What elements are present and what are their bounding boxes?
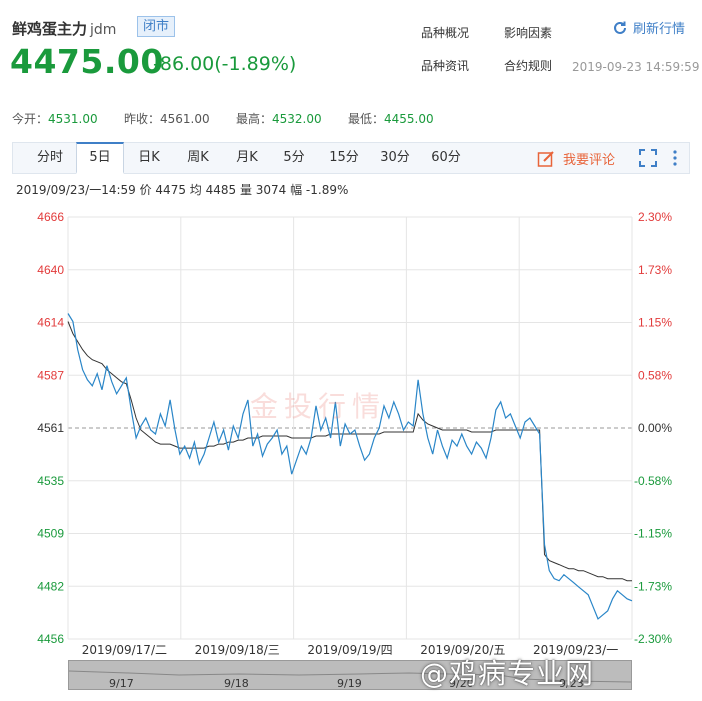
refresh-label: 刷新行情: [633, 22, 686, 37]
chart-watermark: 金投行情: [250, 390, 387, 423]
stat-high: 最高：4532.00: [236, 112, 322, 126]
y-tick-label-right: -0.58%: [634, 474, 672, 488]
y-tick-label-left: 4456: [37, 632, 64, 646]
y-tick-label-right: 1.73%: [638, 263, 672, 277]
y-tick-label-right: 2.30%: [638, 210, 672, 224]
more-options-icon[interactable]: [671, 149, 679, 167]
y-tick-label-right: -2.30%: [634, 632, 672, 646]
quote-header: 鲜鸡蛋主力 jdm 闭市 4475.00 -86.00(-1.89%) 品种概况 …: [0, 0, 702, 100]
y-tick-label-left: 4482: [37, 579, 64, 593]
x-axis-labels: 2019/09/17/二 2019/09/18/三 2019/09/19/四 2019…: [82, 643, 618, 657]
instrument-name: 鲜鸡蛋主力: [12, 20, 88, 38]
stat-prev-close: 昨收：4561.00: [124, 112, 210, 126]
y-tick-label-right: 0.00%: [638, 421, 672, 435]
stat-low: 最低：4455.00: [348, 112, 434, 126]
tab-60min[interactable]: 60分: [431, 150, 461, 165]
tab-monthly-k[interactable]: 月K: [236, 150, 258, 165]
stat-high-value: 4532.00: [272, 112, 322, 126]
link-product-news[interactable]: 品种资讯: [421, 59, 470, 73]
y-tick-label-left: 4614: [37, 316, 64, 330]
navigator-tick: 9/19: [337, 677, 362, 690]
x-tick-label: 2019/09/23/一: [533, 643, 618, 657]
last-price: 4475.00: [10, 42, 164, 81]
y-tick-label-right: 0.58%: [638, 368, 672, 382]
x-tick-label: 2019/09/18/三: [195, 643, 280, 657]
chart-info-line: 2019/09/23/一14:59 价 4475 均 4485 量 3074 幅…: [16, 183, 349, 197]
navigator-tick: 9/23: [559, 677, 584, 690]
tab-5day[interactable]: 5日: [76, 142, 124, 174]
fullscreen-icon[interactable]: [639, 149, 657, 167]
tab-15min[interactable]: 15分: [329, 150, 359, 165]
chart-grid: [67, 216, 633, 640]
refresh-icon: [614, 21, 626, 34]
x-tick-label: 2019/09/19/四: [307, 643, 392, 657]
time-navigator[interactable]: 9/17 9/18 9/19 9/20 9/23: [68, 660, 632, 690]
instrument-title: 鲜鸡蛋主力 jdm: [12, 18, 116, 39]
y-axis-left: 4666 4640 4614 4587 4561 4535 4509 4482 4456: [37, 210, 64, 646]
price-change: -86.00(-1.89%): [153, 53, 297, 75]
tab-5min[interactable]: 5分: [283, 150, 305, 165]
comment-label: 我要评论: [563, 153, 616, 168]
comment-button[interactable]: 我要评论: [537, 149, 615, 168]
y-axis-right: 2.30% 1.73% 1.15% 0.58% 0.00% -0.58% -1.15% -1.…: [634, 210, 672, 646]
y-tick-label-left: 4640: [37, 263, 64, 277]
navigator-sparkline: [69, 670, 631, 683]
period-tabs: 分时 5日 日K 周K 月K 5分 15分 30分 60分 我要评论: [12, 142, 690, 174]
site-watermark: @鸡病专业网: [420, 657, 595, 690]
quote-timestamp: 2019-09-23 14:59:59: [572, 60, 700, 74]
y-tick-label-left: 4561: [37, 421, 64, 435]
tab-daily-k[interactable]: 日K: [138, 150, 160, 165]
y-tick-label-left: 4666: [37, 210, 64, 224]
tab-30min[interactable]: 30分: [380, 150, 410, 165]
price-chart[interactable]: 4666 4640 4614 4587 4561 4535 4509 4482 4456 2.3…: [0, 200, 702, 662]
stat-prev-close-value: 4561.00: [160, 112, 210, 126]
refresh-button[interactable]: 刷新行情: [612, 18, 685, 37]
stat-low-value: 4455.00: [384, 112, 434, 126]
y-tick-label-left: 4535: [37, 474, 64, 488]
y-tick-label-right: 1.15%: [638, 316, 672, 330]
market-status-badge: 闭市: [137, 16, 176, 37]
x-tick-label: 2019/09/17/二: [82, 643, 167, 657]
edit-icon: [537, 150, 554, 167]
instrument-code: jdm: [90, 22, 117, 38]
link-contract-rules[interactable]: 合约规则: [504, 59, 553, 73]
navigator-tick: 9/18: [224, 677, 249, 690]
y-tick-label-right: -1.15%: [634, 527, 672, 541]
stat-open-value: 4531.00: [48, 112, 98, 126]
price-stats: 今开：4531.00 昨收：4561.00 最高：4532.00 最低：4455…: [12, 110, 702, 128]
tab-weekly-k[interactable]: 周K: [187, 150, 209, 165]
navigator-tick: 9/20: [449, 677, 474, 690]
y-tick-label-left: 4587: [37, 368, 64, 382]
link-product-overview[interactable]: 品种概况: [421, 26, 470, 40]
link-influence-factors[interactable]: 影响因素: [504, 26, 553, 40]
price-line: [67, 313, 633, 620]
tab-intraday[interactable]: 分时: [36, 150, 63, 165]
y-tick-label-left: 4509: [37, 527, 64, 541]
stat-open: 今开：4531.00: [12, 112, 98, 126]
x-tick-label: 2019/09/20/五: [420, 643, 505, 657]
navigator-tick: 9/17: [109, 677, 134, 690]
average-price-line: [67, 321, 632, 582]
y-tick-label-right: -1.73%: [634, 579, 672, 593]
